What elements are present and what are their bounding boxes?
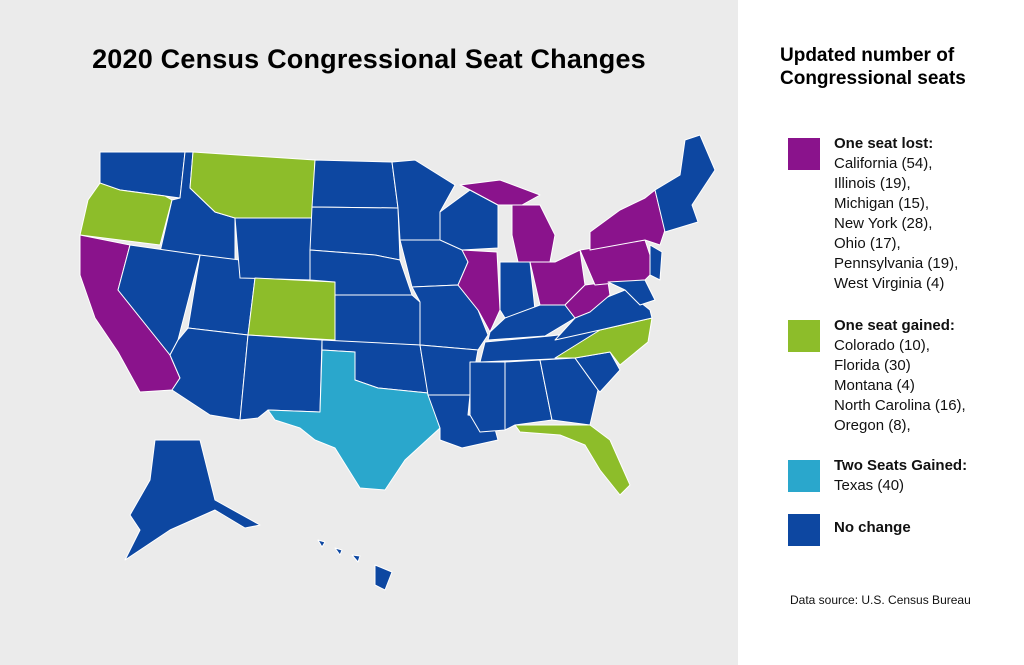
map-title: 2020 Census Congressional Seat Changes	[92, 44, 646, 74]
state-arizona	[169, 327, 249, 421]
legend-item-seat-gained: One seat gained: Colorado (10), Florida …	[788, 316, 1008, 441]
state-illinois	[457, 249, 501, 333]
legend-title-line1: Updated number of	[780, 45, 955, 66]
legend-heading: One seat gained:	[834, 317, 955, 334]
state-arkansas	[419, 344, 479, 396]
legend-state: Montana (4)	[834, 377, 915, 394]
legend-heading: Two Seats Gained:	[834, 457, 968, 474]
legend-panel	[738, 0, 1024, 665]
state-wyoming	[234, 217, 313, 281]
state-oregon	[79, 182, 173, 246]
legend-swatch-two-seats-gained	[788, 460, 820, 492]
legend-item-seat-lost: One seat lost: California (54), Illinois…	[788, 134, 1008, 304]
legend-state: North Carolina (16),	[834, 397, 966, 414]
legend-state: West Virginia (4)	[834, 275, 945, 292]
state-new-jersey	[649, 244, 663, 281]
legend-text-two-seats-gained: Two Seats Gained: Texas (40)	[834, 456, 1014, 496]
legend-state: Illinois (19),	[834, 175, 911, 192]
legend-text-no-change: No change	[834, 518, 1014, 538]
legend-text-seat-gained: One seat gained: Colorado (10), Florida …	[834, 316, 1014, 436]
legend-heading: No change	[834, 519, 911, 536]
legend-state: Pennsylvania (19),	[834, 255, 959, 272]
state-mississippi	[469, 361, 506, 433]
state-colorado	[247, 277, 336, 341]
legend-state: Florida (30)	[834, 357, 911, 374]
legend-swatch-seat-lost	[788, 138, 820, 170]
legend-state: Colorado (10),	[834, 337, 930, 354]
legend-state: Texas (40)	[834, 477, 905, 494]
state-new-england	[654, 134, 716, 233]
state-west-virginia	[564, 281, 611, 319]
state-florida	[514, 424, 631, 496]
state-texas	[267, 349, 441, 491]
data-source: Data source: U.S. Census Bureau	[790, 593, 971, 607]
legend-state: California (54),	[834, 155, 933, 172]
legend-state: Michigan (15),	[834, 195, 930, 212]
state-maryland-delaware	[607, 279, 656, 306]
legend-state: Ohio (17),	[834, 235, 901, 252]
legend-heading: One seat lost:	[834, 135, 934, 152]
state-new-york	[589, 189, 666, 251]
state-alabama	[504, 359, 553, 431]
legend-swatch-seat-gained	[788, 320, 820, 352]
legend-title-line2: Congressional seats	[780, 68, 966, 89]
state-louisiana	[427, 394, 499, 449]
us-map	[79, 134, 716, 591]
legend-text-seat-lost: One seat lost: California (54), Illinois…	[834, 134, 1014, 294]
legend-item-two-seats-gained: Two Seats Gained: Texas (40)	[788, 456, 1008, 501]
legend-title: Updated number of Congressional seats	[780, 44, 1010, 90]
state-michigan	[511, 204, 556, 263]
legend-swatch-no-change	[788, 514, 820, 546]
state-hawaii	[317, 539, 393, 591]
legend-item-no-change: No change	[788, 510, 1008, 550]
legend-state: Oregon (8),	[834, 417, 911, 434]
state-new-mexico	[239, 334, 323, 421]
state-north-dakota	[311, 159, 399, 209]
legend-state: New York (28),	[834, 215, 933, 232]
state-alaska	[124, 439, 261, 561]
state-kansas	[334, 294, 421, 346]
